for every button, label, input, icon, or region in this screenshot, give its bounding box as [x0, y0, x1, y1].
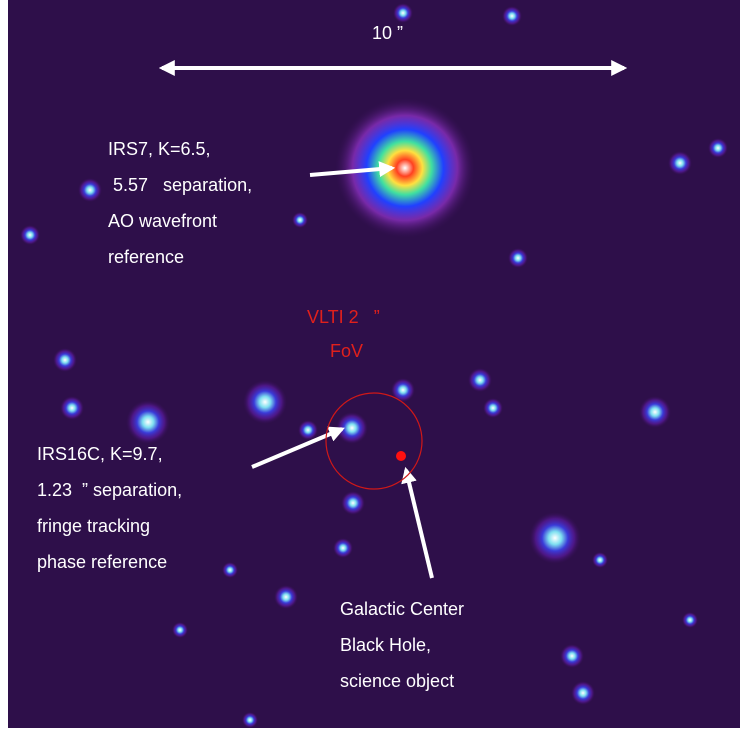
label: AO wavefront — [108, 211, 217, 231]
label: science object — [340, 671, 454, 691]
arrow — [251, 426, 345, 469]
stars — [20, 3, 728, 728]
black-hole-dot — [396, 451, 406, 461]
label: VLTI 2 ” — [307, 307, 380, 327]
overlays — [158, 60, 628, 579]
label: Galactic Center — [340, 599, 464, 619]
labels: 10 ” IRS7, K=6.5, 5.57 separation, AO wa… — [37, 23, 464, 691]
label: 5.57 separation, — [113, 175, 252, 195]
label: IRS7, K=6.5, — [108, 139, 211, 159]
label: FoV — [330, 341, 363, 361]
label: 1.23 ” separation, — [37, 480, 182, 500]
scale-label: 10 ” — [372, 23, 403, 43]
label: Black Hole, — [340, 635, 431, 655]
arrow — [309, 161, 396, 178]
label: fringe tracking — [37, 516, 150, 536]
fov-circle — [325, 392, 423, 490]
arrow — [401, 466, 434, 579]
label: IRS16C, K=9.7, — [37, 444, 163, 464]
label: reference — [108, 247, 184, 267]
label: phase reference — [37, 552, 167, 572]
